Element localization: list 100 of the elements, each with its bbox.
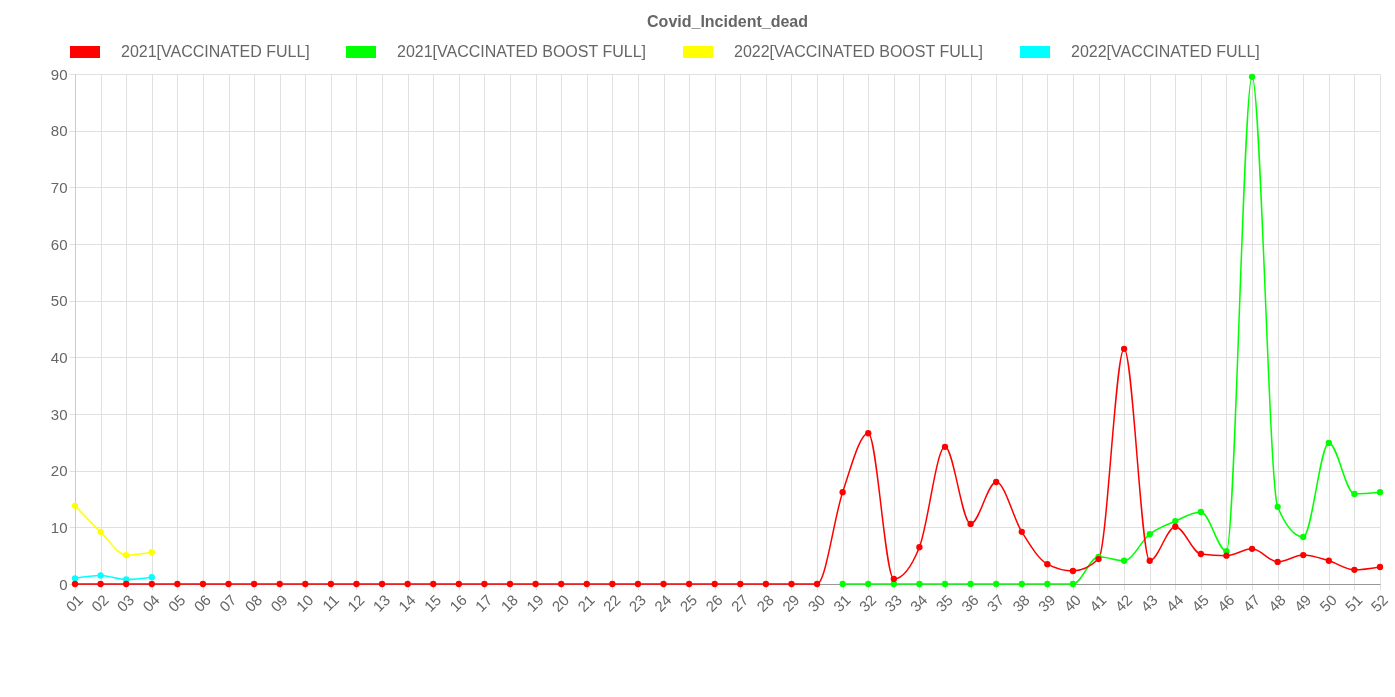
x-tick-label: 21 [574, 591, 598, 615]
x-tick-label: 13 [369, 591, 394, 615]
legend-label: 2021[VACCINATED BOOST FULL] [397, 43, 646, 60]
point [967, 520, 974, 528]
point [123, 551, 130, 559]
x-tick-label: 48 [1264, 591, 1289, 615]
x-tick-label: 43 [1136, 591, 1161, 615]
x-tick-label: 29 [778, 591, 803, 615]
point [71, 502, 79, 509]
x-tick-label: 20 [548, 591, 573, 615]
point [1120, 557, 1128, 564]
legend-label: 2022[VACCINATED BOOST FULL] [734, 43, 983, 60]
point [97, 528, 104, 536]
point [1325, 557, 1332, 564]
x-tick-label: 05 [164, 591, 189, 615]
x-tick-label: 32 [855, 591, 880, 615]
point [1223, 547, 1230, 555]
point [1300, 551, 1307, 559]
point [1248, 73, 1256, 80]
x-tick-label: 17 [471, 591, 496, 615]
x-tick-label: 24 [650, 591, 675, 615]
x-tick-label: 28 [753, 591, 777, 615]
point [1376, 563, 1384, 571]
point [1197, 550, 1205, 558]
x-tick-label: 04 [139, 591, 163, 615]
x-tick-label: 33 [881, 591, 905, 615]
legend-label: 2022[VACCINATED FULL] [1071, 43, 1260, 60]
x-tick-label: 46 [1213, 591, 1238, 615]
point [1120, 345, 1128, 352]
point [941, 443, 949, 451]
x-tick-label: 35 [932, 591, 957, 615]
point [1300, 533, 1307, 541]
x-tick-label: 44 [1162, 591, 1187, 615]
y-tick-label: 20 [50, 462, 68, 480]
y-tick-label: 70 [50, 178, 68, 196]
point [1223, 552, 1230, 559]
x-tick-label: 09 [266, 591, 291, 615]
x-tick-label: 06 [190, 591, 215, 615]
point [1146, 530, 1153, 538]
point [993, 478, 1000, 486]
x-tick-label: 22 [599, 591, 624, 615]
point [1197, 508, 1205, 516]
point [1044, 561, 1051, 568]
point [148, 549, 155, 556]
point [1069, 567, 1077, 575]
x-tick-label: 25 [676, 591, 701, 615]
x-tick-label: 42 [1111, 591, 1136, 615]
x-tick-label: 10 [292, 591, 317, 615]
x-tick-label: 39 [1034, 591, 1059, 615]
x-tick-label: 50 [1316, 591, 1340, 615]
y-tick-label: 30 [50, 405, 68, 423]
y-tick-label: 50 [50, 292, 68, 310]
x-tick-label: 03 [113, 591, 138, 615]
y-tick-label: 0 [59, 575, 68, 593]
x-tick-label: 34 [906, 591, 931, 615]
point [839, 489, 846, 496]
x-tick-label: 14 [394, 591, 419, 615]
point [1351, 490, 1358, 498]
x-tick-label: 36 [957, 591, 982, 615]
point [916, 544, 923, 551]
y-tick-label: 10 [50, 518, 68, 536]
x-tick-label: 07 [215, 591, 240, 615]
point [148, 574, 155, 581]
y-tick-label: 80 [50, 122, 68, 140]
point [1018, 528, 1025, 536]
x-tick-label: 52 [1367, 591, 1392, 615]
x-tick-label: 45 [1188, 591, 1212, 615]
point [1351, 566, 1358, 573]
x-tick-label: 01 [62, 591, 87, 615]
x-tick-label: 51 [1341, 591, 1366, 615]
x-tick-label: 47 [1239, 591, 1264, 615]
x-tick-label: 27 [727, 591, 752, 615]
x-tick-label: 41 [1085, 591, 1110, 615]
x-tick-label: 37 [983, 591, 1008, 615]
y-tick-label: 40 [50, 348, 68, 366]
point [1248, 545, 1256, 553]
point [1274, 558, 1281, 566]
x-tick-label: 11 [318, 591, 342, 615]
x-tick-label: 40 [1060, 591, 1085, 615]
x-tick-label: 15 [420, 591, 445, 615]
x-tick-label: 18 [497, 591, 522, 615]
y-tick-label: 60 [50, 235, 68, 253]
x-tick-label: 23 [625, 591, 650, 615]
x-tick-label: 30 [804, 591, 829, 615]
x-tick-label: 19 [522, 591, 547, 615]
x-tick-label: 08 [241, 591, 266, 615]
point [1172, 517, 1179, 525]
x-tick-label: 38 [1009, 591, 1033, 615]
point [1325, 439, 1332, 447]
x-tick-label: 26 [701, 591, 726, 615]
point [1376, 489, 1384, 496]
x-tick-label: 49 [1290, 591, 1315, 615]
point [1274, 503, 1281, 511]
x-tick-label: 02 [87, 591, 112, 615]
legend-label: 2021[VACCINATED FULL] [121, 43, 310, 60]
point [865, 430, 872, 437]
chart-title: Covid_Incident_dead [647, 13, 808, 30]
y-tick-label: 90 [50, 65, 68, 83]
x-tick-label: 31 [829, 591, 854, 615]
point [97, 572, 104, 579]
